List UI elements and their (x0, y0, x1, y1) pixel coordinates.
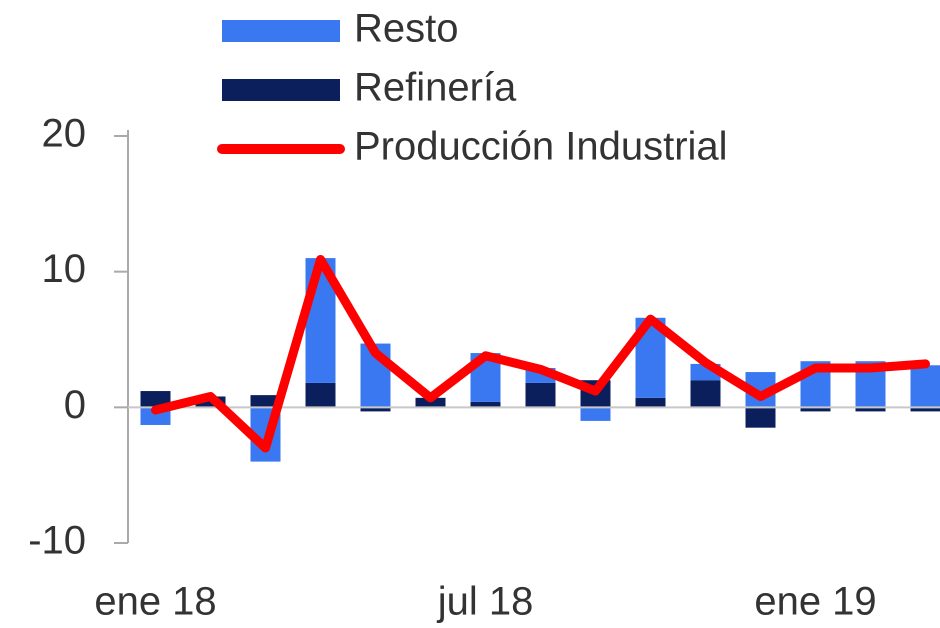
bar (470, 401, 501, 408)
x-tick-label: ene 19 (754, 580, 876, 624)
legend-swatch (222, 20, 340, 42)
x-tick-label: ene 18 (94, 580, 216, 624)
bar (305, 382, 336, 408)
bar (910, 407, 940, 412)
y-tick-label: -10 (28, 519, 86, 563)
legend-label: Refinería (354, 66, 517, 110)
legend-label: Producción Industrial (354, 125, 728, 169)
y-tick-label: 0 (64, 383, 86, 427)
bar (580, 407, 611, 421)
bar (525, 382, 556, 408)
bar (635, 397, 666, 408)
legend-label: Resto (354, 7, 459, 51)
bar (745, 407, 776, 428)
x-tick-label: jul 18 (437, 580, 534, 624)
y-tick-label: 10 (42, 247, 87, 291)
y-tick-label: 20 (42, 112, 87, 156)
bar (690, 380, 721, 408)
bar (415, 397, 446, 408)
bar (800, 407, 831, 412)
legend-swatch (222, 79, 340, 101)
line (151, 254, 930, 453)
bar (140, 391, 171, 408)
bar (250, 395, 281, 408)
bar (360, 407, 391, 412)
bar (910, 365, 940, 408)
bar (855, 407, 886, 412)
